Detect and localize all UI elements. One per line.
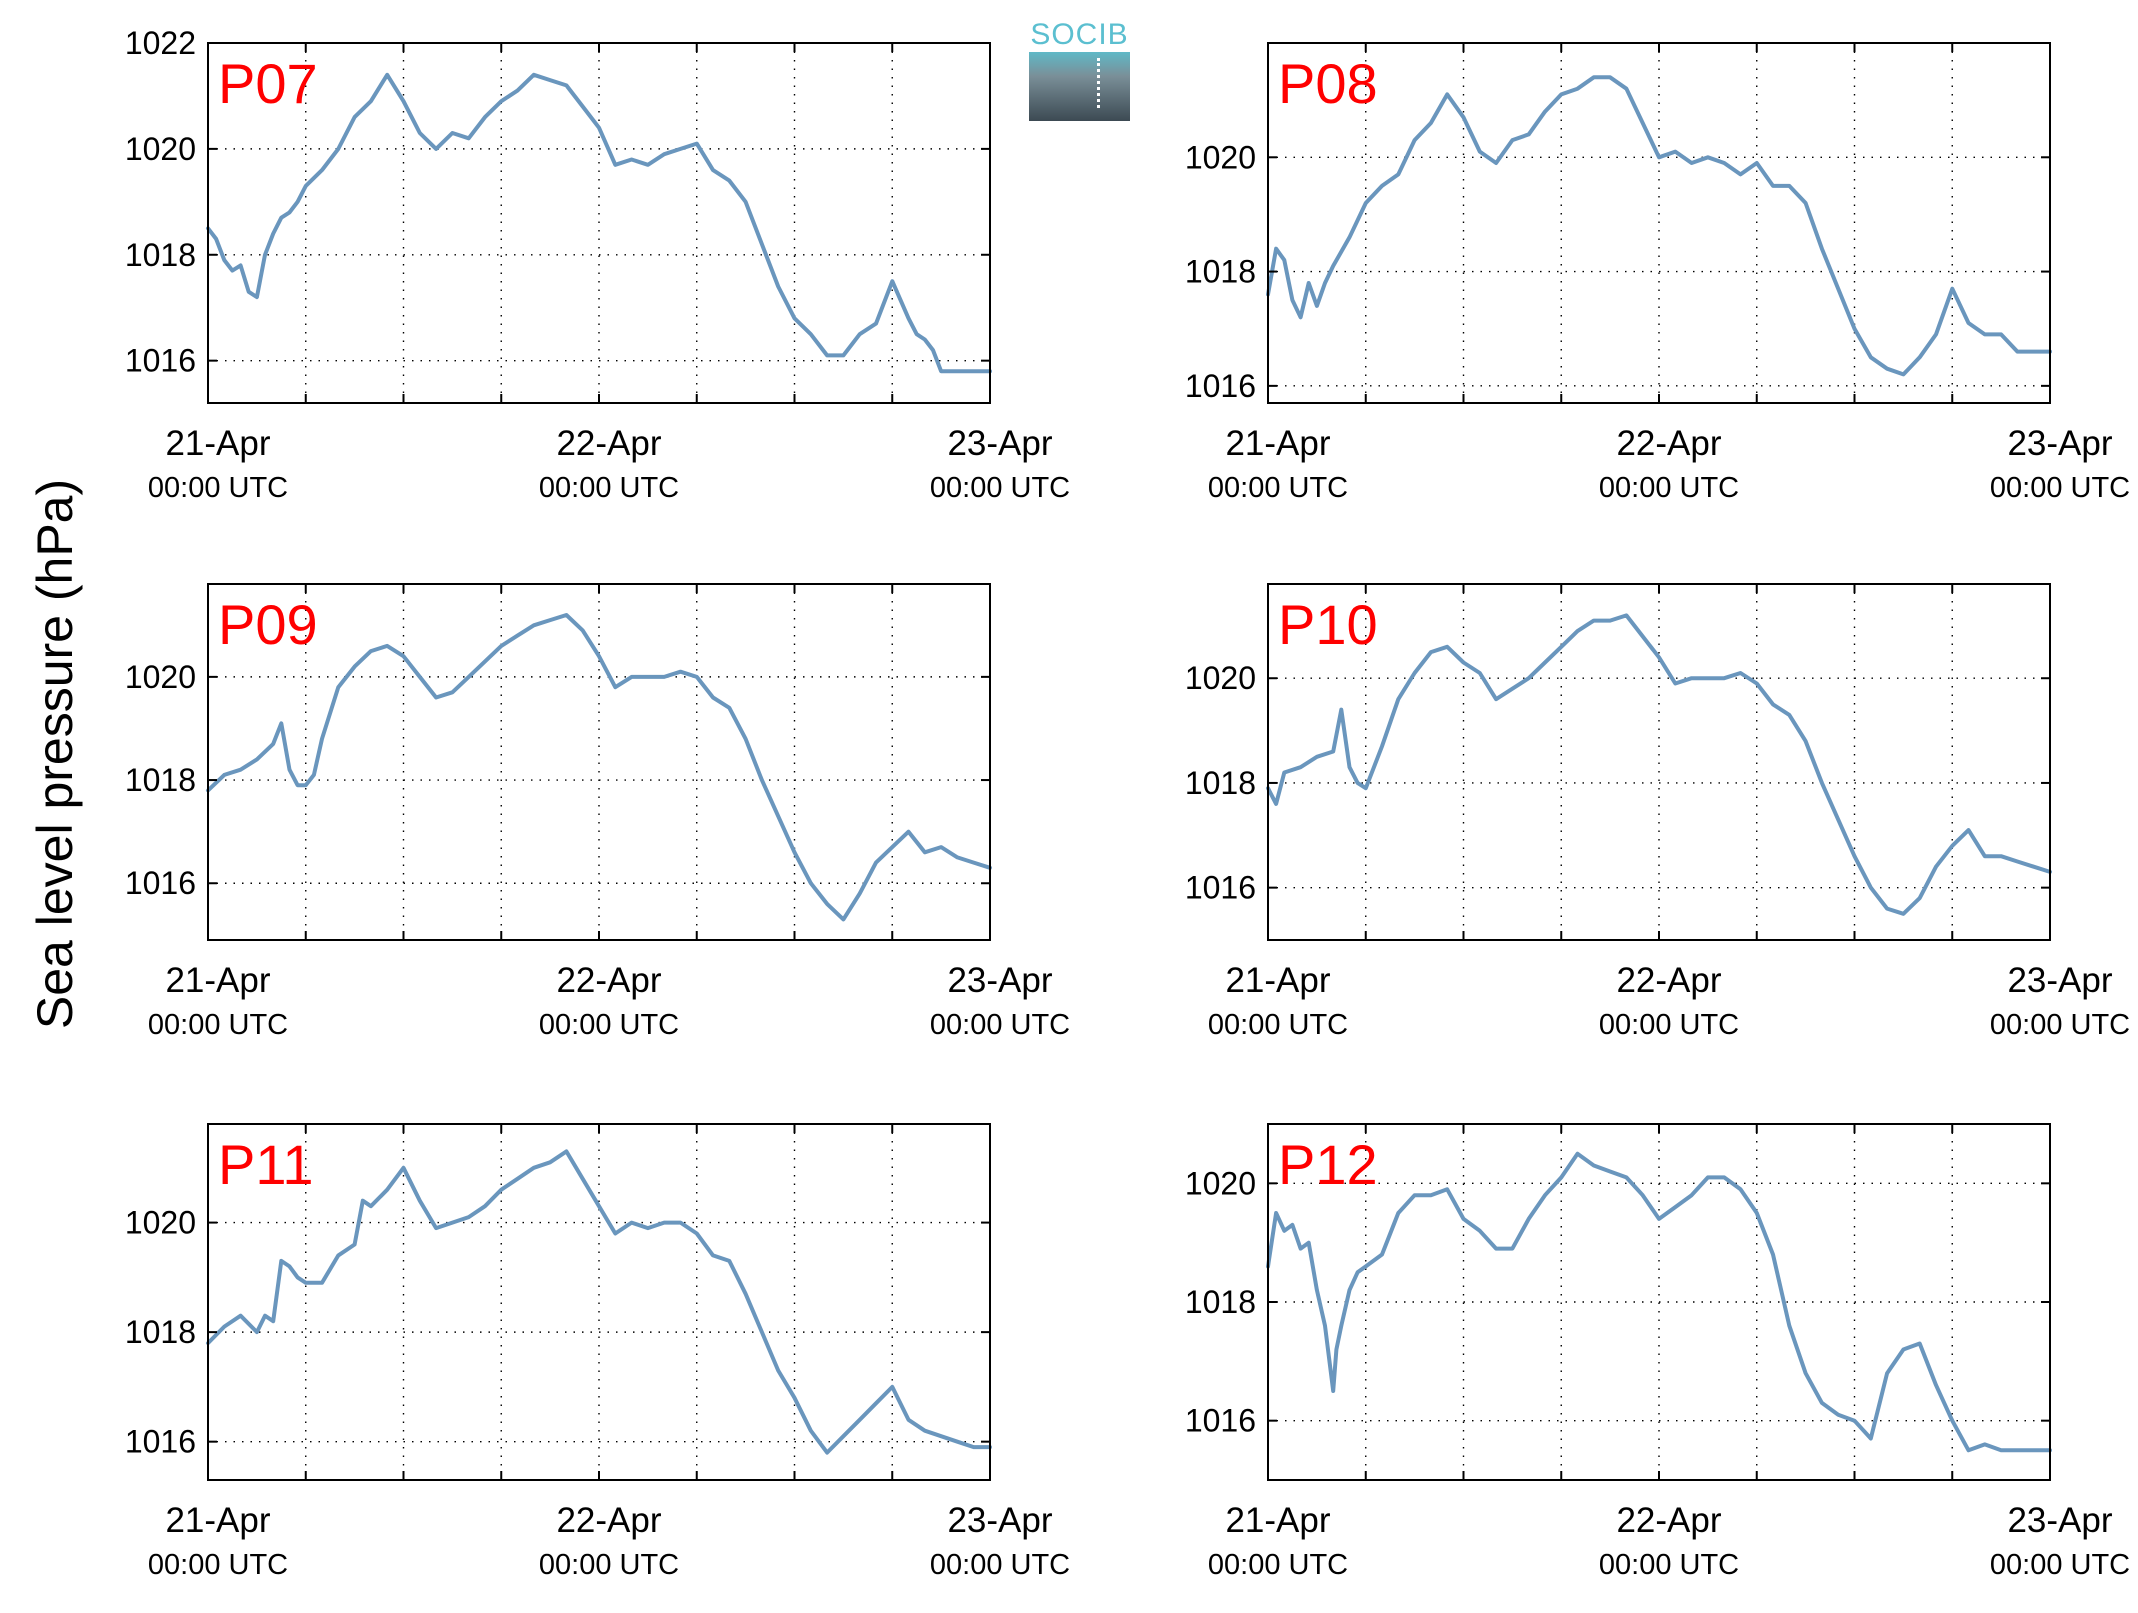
axes-frame-p11 xyxy=(207,1123,991,1481)
y-tick-label-p08: 1018 xyxy=(1185,254,1256,290)
x-tick-time-p07: 00:00 UTC xyxy=(539,472,679,504)
x-tick-date-p10: 22-Apr xyxy=(1616,961,1721,1000)
x-tick-date-p12: 23-Apr xyxy=(2007,1501,2112,1540)
series-line-p08 xyxy=(1266,75,2052,377)
y-tick-label-p09: 1016 xyxy=(125,865,196,901)
x-tick-date-p09: 23-Apr xyxy=(947,961,1052,1000)
x-tick-date-p09: 21-Apr xyxy=(165,961,270,1000)
y-axis-label-text: Sea level pressure (hPa) xyxy=(27,478,83,1030)
panel-label-p12: P12 xyxy=(1278,1133,1378,1196)
y-tick-label-p12: 1018 xyxy=(1185,1284,1256,1320)
y-tick-label-p10: 1020 xyxy=(1185,660,1256,696)
y-tick-label-p09: 1020 xyxy=(125,659,196,695)
x-tick-date-p08: 21-Apr xyxy=(1225,424,1330,463)
x-tick-time-p10: 00:00 UTC xyxy=(1990,1009,2130,1041)
x-tick-date-p11: 22-Apr xyxy=(556,1501,661,1540)
panel-label-p10: P10 xyxy=(1278,593,1378,656)
y-tick-label-p07: 1022 xyxy=(125,25,196,61)
y-tick-label-p07: 1020 xyxy=(125,131,196,167)
logo-dotted-line xyxy=(1097,58,1100,108)
x-tick-time-p09: 00:00 UTC xyxy=(148,1009,288,1041)
x-tick-date-p11: 21-Apr xyxy=(165,1501,270,1540)
panel-p10: 1016 1018 1020 21-Apr 00:00 UTC 22-Apr 00:00 U… xyxy=(1185,583,2130,1041)
x-tick-time-p11: 00:00 UTC xyxy=(539,1549,679,1581)
x-tick-time-p12: 00:00 UTC xyxy=(1990,1549,2130,1581)
panel-label-p07: P07 xyxy=(218,52,318,115)
panel-p07: 1016 1018 1020 1022 21-Apr 00:00 UTC 22-Apr 00:… xyxy=(125,25,1070,504)
x-tick-time-p12: 00:00 UTC xyxy=(1599,1549,1739,1581)
x-tick-date-p10: 23-Apr xyxy=(2007,961,2112,1000)
x-tick-time-p11: 00:00 UTC xyxy=(930,1549,1070,1581)
logo-graphic xyxy=(1029,52,1130,121)
y-tick-label-p12: 1016 xyxy=(1185,1403,1256,1439)
y-tick-label-p12: 1020 xyxy=(1185,1165,1256,1201)
y-tick-label-p10: 1016 xyxy=(1185,870,1256,906)
x-tick-time-p07: 00:00 UTC xyxy=(148,472,288,504)
panel-p11: 1016 1018 1020 21-Apr 00:00 UTC 22-Apr 00:00 U… xyxy=(125,1123,1070,1581)
x-tick-time-p08: 00:00 UTC xyxy=(1208,472,1348,504)
x-tick-date-p09: 22-Apr xyxy=(556,961,661,1000)
x-tick-date-p08: 23-Apr xyxy=(2007,424,2112,463)
x-tick-date-p12: 22-Apr xyxy=(1616,1501,1721,1540)
x-tick-date-p10: 21-Apr xyxy=(1225,961,1330,1000)
panel-label-p09: P09 xyxy=(218,593,318,656)
panel-p09: 1016 1018 1020 21-Apr 00:00 UTC 22-Apr 00:00 U… xyxy=(125,583,1070,1041)
axes-frame-p09 xyxy=(207,583,991,941)
y-tick-label-p11: 1016 xyxy=(125,1424,196,1460)
y-tick-label-p07: 1018 xyxy=(125,237,196,273)
panel-label-p11: P11 xyxy=(218,1133,313,1196)
x-tick-time-p11: 00:00 UTC xyxy=(148,1549,288,1581)
x-tick-time-p10: 00:00 UTC xyxy=(1208,1009,1348,1041)
logo-text: SOCIB xyxy=(1030,18,1129,51)
y-tick-label-p07: 1016 xyxy=(125,343,196,379)
y-tick-label-p08: 1020 xyxy=(1185,139,1256,175)
socib-logo: SOCIB xyxy=(1029,18,1130,121)
y-tick-label-p10: 1018 xyxy=(1185,765,1256,801)
panel-p08: 1016 1018 1020 21-Apr 00:00 UTC 22-Apr 00:00 U… xyxy=(1185,42,2130,504)
y-tick-label-p08: 1016 xyxy=(1185,368,1256,404)
series-line-p10 xyxy=(1266,613,2052,916)
x-tick-date-p07: 22-Apr xyxy=(556,424,661,463)
x-tick-time-p09: 00:00 UTC xyxy=(539,1009,679,1041)
panel-label-p08: P08 xyxy=(1278,52,1378,115)
series-line-p11 xyxy=(206,1149,992,1455)
y-tick-label-p11: 1020 xyxy=(125,1205,196,1241)
x-tick-time-p08: 00:00 UTC xyxy=(1599,472,1739,504)
x-tick-time-p12: 00:00 UTC xyxy=(1208,1549,1348,1581)
x-tick-time-p08: 00:00 UTC xyxy=(1990,472,2130,504)
axes-frame-p10 xyxy=(1267,583,2051,941)
x-tick-time-p07: 00:00 UTC xyxy=(930,472,1070,504)
series-line-p09 xyxy=(206,613,992,922)
x-tick-date-p07: 23-Apr xyxy=(947,424,1052,463)
series-line-p12 xyxy=(1266,1151,2052,1453)
series-line-p07 xyxy=(206,72,992,374)
panel-p12: 1016 1018 1020 21-Apr 00:00 UTC 22-Apr 00:00 U… xyxy=(1185,1123,2130,1581)
x-tick-date-p07: 21-Apr xyxy=(165,424,270,463)
x-tick-date-p08: 22-Apr xyxy=(1616,424,1721,463)
x-tick-time-p10: 00:00 UTC xyxy=(1599,1009,1739,1041)
y-tick-label-p09: 1018 xyxy=(125,762,196,798)
x-tick-time-p09: 00:00 UTC xyxy=(930,1009,1070,1041)
x-tick-date-p12: 21-Apr xyxy=(1225,1501,1330,1540)
y-tick-label-p11: 1018 xyxy=(125,1314,196,1350)
x-tick-date-p11: 23-Apr xyxy=(947,1501,1052,1540)
